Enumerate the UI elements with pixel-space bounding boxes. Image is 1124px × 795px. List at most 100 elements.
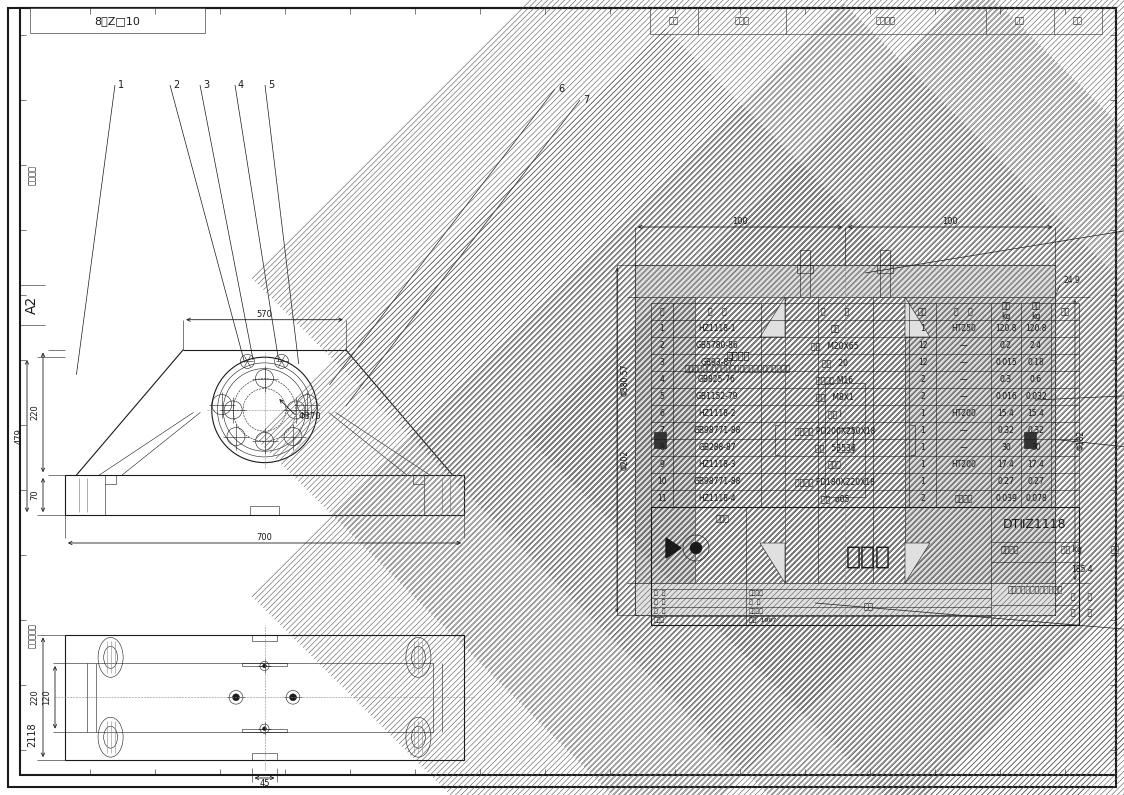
- Text: 轴承   53536: 轴承 53536: [815, 443, 855, 452]
- Text: 修改内容: 修改内容: [876, 17, 896, 25]
- Circle shape: [263, 727, 266, 731]
- Text: Φ370: Φ370: [299, 412, 321, 421]
- Text: —: —: [960, 341, 968, 350]
- Text: 0.18: 0.18: [1027, 358, 1044, 367]
- Text: 0.32: 0.32: [1027, 426, 1044, 435]
- Text: —: —: [960, 426, 968, 435]
- Text: —: —: [960, 358, 968, 367]
- Text: —: —: [960, 443, 968, 452]
- Text: 数量: 数量: [918, 307, 927, 316]
- Bar: [97, 663, 433, 731]
- Text: 1: 1: [921, 426, 925, 435]
- Text: 120.8: 120.8: [995, 324, 1017, 333]
- Text: GB825-76: GB825-76: [698, 375, 736, 384]
- Text: 6: 6: [558, 84, 564, 94]
- Text: 3: 3: [203, 80, 209, 90]
- Text: 批  准: 批 准: [749, 599, 761, 605]
- Text: 5: 5: [268, 80, 274, 90]
- Bar: [1024, 432, 1036, 448]
- Circle shape: [690, 542, 702, 554]
- Text: 第     页: 第 页: [1071, 608, 1093, 618]
- Text: —: —: [960, 375, 968, 384]
- Text: 透盖口: 透盖口: [828, 460, 842, 469]
- Polygon shape: [905, 297, 930, 337]
- Bar: [65, 634, 464, 760]
- Text: 合视号: 合视号: [716, 515, 729, 524]
- Text: 材    件: 材 件: [954, 307, 973, 316]
- Text: 0.032: 0.032: [1025, 392, 1046, 401]
- Text: 0.3: 0.3: [1000, 375, 1012, 384]
- Text: 单件: 单件: [863, 603, 873, 611]
- Text: 签名: 签名: [1015, 17, 1025, 25]
- Text: 120.8: 120.8: [1025, 324, 1046, 333]
- Text: 3: 3: [660, 358, 664, 367]
- Text: 1: 1: [921, 409, 925, 418]
- Text: 45: 45: [260, 778, 270, 788]
- Text: 100: 100: [732, 218, 747, 227]
- Text: 5: 5: [660, 392, 664, 401]
- Text: GB93-87: GB93-87: [700, 358, 734, 367]
- Bar: [635, 265, 1055, 615]
- Text: 透盖 I: 透盖 I: [828, 409, 842, 418]
- Text: 8: 8: [660, 443, 664, 452]
- Polygon shape: [760, 297, 785, 337]
- Circle shape: [233, 694, 239, 700]
- Text: 0.27: 0.27: [998, 477, 1015, 486]
- Text: 图样标记: 图样标记: [1001, 545, 1019, 554]
- Text: 1: 1: [118, 80, 124, 90]
- Bar: [635, 297, 695, 583]
- Text: A2: A2: [25, 296, 39, 314]
- Polygon shape: [667, 538, 681, 558]
- Text: 日期  1997: 日期 1997: [749, 618, 777, 623]
- Text: 标记: 标记: [669, 17, 679, 25]
- Text: 0.27: 0.27: [1027, 477, 1044, 486]
- Text: 8丝Z□10: 8丝Z□10: [94, 16, 139, 26]
- Bar: [635, 583, 1055, 615]
- Text: 17.4: 17.4: [998, 460, 1015, 469]
- Text: 185.4: 185.4: [1071, 565, 1093, 575]
- Text: 17.4: 17.4: [1027, 460, 1044, 469]
- Text: GB98771-88: GB98771-88: [694, 426, 741, 435]
- Bar: [905, 297, 1055, 583]
- Text: 4: 4: [660, 375, 664, 384]
- Bar: [242, 729, 288, 731]
- Text: 管堵油杯 PD200X250X18: 管堵油杯 PD200X250X18: [795, 426, 876, 435]
- Bar: [654, 432, 667, 448]
- Text: 所有非切削加工表面保持铸造表面清洁并予涂漆处理: 所有非切削加工表面保持铸造表面清洁并予涂漆处理: [685, 364, 791, 373]
- Text: 共     页: 共 页: [1071, 592, 1093, 602]
- Bar: [837, 428, 853, 452]
- Text: HZ1118-1: HZ1118-1: [698, 324, 736, 333]
- Text: 日期: 日期: [1073, 17, 1084, 25]
- Text: 2.4: 2.4: [1030, 341, 1042, 350]
- Text: 570: 570: [256, 310, 272, 320]
- Text: 总重
kg: 总重 kg: [1032, 302, 1041, 321]
- Text: HT200: HT200: [951, 460, 976, 469]
- Text: 11: 11: [658, 494, 667, 503]
- Text: 翻转标记: 翻转标记: [27, 165, 36, 185]
- Text: 100: 100: [942, 218, 958, 227]
- Text: 2: 2: [921, 392, 925, 401]
- Text: DTⅡZ1118: DTⅡZ1118: [1004, 518, 1067, 532]
- Text: 15.4: 15.4: [998, 409, 1015, 418]
- Text: 2: 2: [173, 80, 179, 90]
- Polygon shape: [760, 543, 785, 583]
- Text: 2: 2: [921, 494, 925, 503]
- Bar: [252, 634, 278, 642]
- Text: 备注: 备注: [1060, 307, 1070, 316]
- Text: 10: 10: [658, 477, 667, 486]
- Text: 代    号: 代 号: [708, 307, 726, 316]
- Text: Φ202: Φ202: [620, 450, 629, 470]
- Text: GB288-87: GB288-87: [698, 443, 736, 452]
- Text: 吊环螺钉 M16: 吊环螺钉 M16: [816, 375, 853, 384]
- Text: HZ1118-2: HZ1118-2: [698, 409, 736, 418]
- Text: 1: 1: [921, 477, 925, 486]
- Text: 30: 30: [1001, 443, 1010, 452]
- Text: 479: 479: [15, 429, 24, 444]
- Text: 名        称: 名 称: [821, 307, 849, 316]
- Text: 0.6: 0.6: [1030, 375, 1042, 384]
- Text: 设  计: 设 计: [654, 591, 665, 596]
- Text: 0.015: 0.015: [995, 358, 1017, 367]
- Text: 7: 7: [583, 95, 589, 105]
- Text: 文件号: 文件号: [734, 17, 750, 25]
- Circle shape: [263, 664, 266, 668]
